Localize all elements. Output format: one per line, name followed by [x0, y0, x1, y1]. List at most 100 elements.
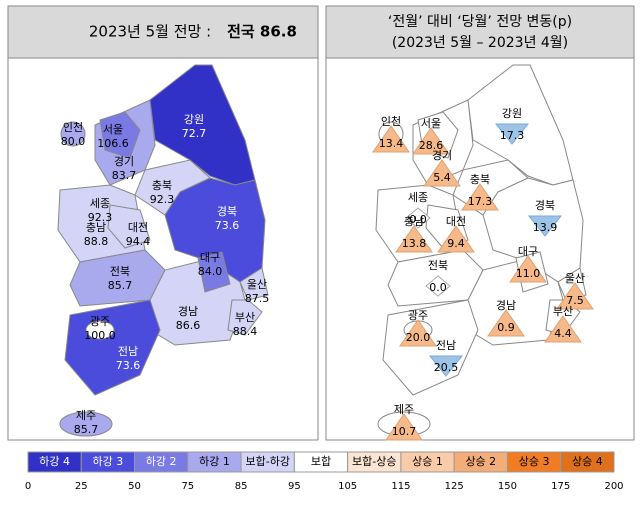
region-value: 73.6: [215, 219, 240, 232]
region-value: 86.6: [176, 319, 201, 332]
region-name: 서울: [103, 123, 123, 136]
region-name: 제주: [394, 403, 414, 416]
legend-label: 상승 2: [465, 455, 496, 468]
up-arrow: [372, 125, 410, 153]
down-arrow: [428, 355, 464, 377]
legend-tick: 125: [445, 481, 464, 492]
legend-swatch: [560, 451, 615, 473]
region-name: 대구: [518, 245, 538, 258]
legend-label: 상승 4: [572, 455, 603, 468]
flat-mark: [425, 275, 451, 297]
region-change: 13.8: [402, 237, 427, 250]
region-change: 0.9: [497, 321, 515, 334]
region-value: 85.7: [108, 279, 133, 292]
region-change: 7.5: [566, 294, 584, 307]
region-name: 경기: [114, 155, 134, 168]
region-name: 강원: [184, 113, 204, 126]
up-arrow: [399, 319, 437, 347]
up-arrow: [395, 225, 433, 253]
region-name: 세종: [408, 191, 428, 204]
region-value: 73.6: [116, 359, 141, 372]
legend-label: 보합-상승: [352, 455, 396, 468]
legend-tick: 25: [75, 481, 88, 492]
region-name: 광주: [408, 309, 428, 322]
right-title: ‘전월’ 대비 ‘당월’ 전망 변동(p): [388, 14, 572, 30]
region-shape: [64, 299, 161, 396]
region-name: 전남: [436, 339, 456, 352]
right-map: 인천 13.4 서울 28.6경기 5.4 강원 17.3 충북 17.3 세종 0.0 대전 9.4 충…: [372, 64, 594, 441]
legend-tick: 50: [128, 481, 141, 492]
up-arrow: [423, 159, 461, 187]
region-name: 경북: [217, 205, 237, 218]
region-name: 울산: [247, 278, 267, 291]
region-change: 4.4: [554, 327, 572, 340]
region-shape: [239, 267, 269, 301]
region-value: 84.0: [198, 265, 223, 278]
up-arrow: [437, 225, 475, 253]
region-value: 83.7: [112, 169, 137, 182]
region-name: 울산: [565, 272, 585, 285]
region-name: 경남: [178, 305, 198, 318]
legend-label: 하강 2: [146, 454, 177, 468]
up-arrow: [556, 282, 594, 310]
region-name: 충남: [86, 221, 106, 234]
legend-tick: 150: [498, 481, 517, 492]
left-title: 2023년 5월 전망 :: [89, 23, 211, 41]
region-name: 경남: [496, 299, 516, 312]
region-value: 92.3: [150, 193, 175, 206]
region-name: 광주: [90, 315, 110, 328]
region-name: 인천: [63, 120, 83, 134]
region-name: 인천: [381, 114, 401, 128]
flat-mark: [405, 207, 431, 229]
region-value: 106.6: [97, 137, 129, 150]
region-value: 88.8: [84, 235, 109, 248]
region-change: 5.4: [433, 171, 451, 184]
region-value: 72.7: [182, 127, 207, 140]
region-name: 제주: [76, 409, 96, 422]
region-name: 대전: [128, 221, 148, 234]
region-name: 세종: [90, 197, 110, 210]
legend-label: 하강 4: [39, 454, 70, 468]
region-change: 28.6: [419, 139, 444, 152]
legend-label: 보합-하강: [246, 454, 290, 468]
region-change: 17.3: [468, 195, 493, 208]
region-change: 20.0: [406, 331, 431, 344]
up-arrow: [461, 183, 499, 211]
legend-tick: 0: [25, 481, 31, 492]
region-change: 13.9: [533, 221, 558, 234]
legend-label: 상승 3: [519, 455, 550, 468]
legend: 하강 4 하강 3 하강 2 하강 1 보합-하강 보합 보합-상승 상승 1 상승 2 상승 3…: [25, 451, 624, 492]
legend-label: 하강 3: [93, 454, 124, 468]
region-name: 부산: [553, 305, 573, 318]
right-title: (2023년 5월 – 2023년 4월): [392, 35, 568, 51]
right-header: [325, 5, 635, 59]
region-name: 경기: [432, 149, 452, 162]
up-arrow: [412, 127, 450, 155]
region-name: 서울: [421, 117, 441, 130]
region-shape: [60, 121, 86, 147]
legend-tick: 175: [551, 481, 570, 492]
region-name: 전북: [428, 259, 448, 272]
down-arrow: [527, 215, 563, 237]
legend-label: 하강 1: [199, 454, 230, 468]
region-shape: [107, 204, 151, 249]
region-name: 강원: [502, 107, 522, 120]
region-name: 충북: [152, 179, 172, 192]
region-name: 전북: [110, 265, 130, 278]
region-value: 85.7: [74, 423, 99, 436]
region-name: 대전: [446, 215, 466, 228]
region-shape: [99, 111, 141, 159]
region-value: 94.4: [126, 235, 151, 248]
down-arrow: [494, 123, 530, 145]
region-value: 87.5: [245, 292, 270, 305]
up-arrow: [385, 413, 423, 441]
region-change: 20.5: [434, 361, 459, 374]
left-map: 인천80.0서울106.6경기83.7강원72.7충북92.3세종92.3대전9…: [57, 64, 270, 437]
legend-label: 상승 1: [412, 455, 443, 468]
left-header: [7, 5, 319, 59]
region-shape: [382, 299, 479, 396]
region-change: 0.0: [409, 213, 427, 226]
legend-tick: 200: [604, 481, 623, 492]
up-arrow: [509, 255, 547, 283]
